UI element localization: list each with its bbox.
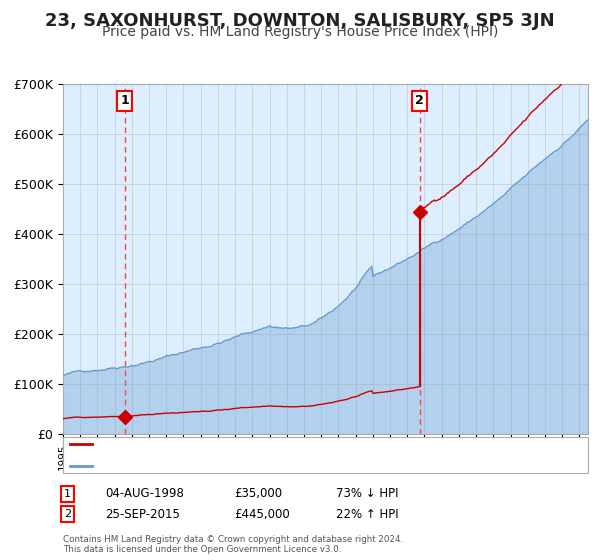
Text: 25-SEP-2015: 25-SEP-2015 <box>105 507 180 521</box>
Text: 04-AUG-1998: 04-AUG-1998 <box>105 487 184 501</box>
Text: 2: 2 <box>415 95 424 108</box>
Text: £35,000: £35,000 <box>234 487 282 501</box>
Text: 23, SAXONHURST, DOWNTON, SALISBURY, SP5 3JN (detached house): 23, SAXONHURST, DOWNTON, SALISBURY, SP5 … <box>96 439 456 449</box>
Text: Contains HM Land Registry data © Crown copyright and database right 2024.
This d: Contains HM Land Registry data © Crown c… <box>63 535 403 554</box>
Text: HPI: Average price, detached house, Wiltshire: HPI: Average price, detached house, Wilt… <box>96 461 335 471</box>
Text: 1: 1 <box>64 489 71 499</box>
Text: 73% ↓ HPI: 73% ↓ HPI <box>336 487 398 501</box>
Text: 23, SAXONHURST, DOWNTON, SALISBURY, SP5 3JN: 23, SAXONHURST, DOWNTON, SALISBURY, SP5 … <box>45 12 555 30</box>
Text: 2: 2 <box>64 509 71 519</box>
Text: Price paid vs. HM Land Registry's House Price Index (HPI): Price paid vs. HM Land Registry's House … <box>102 25 498 39</box>
Text: 1: 1 <box>120 95 129 108</box>
Text: 22% ↑ HPI: 22% ↑ HPI <box>336 507 398 521</box>
Text: £445,000: £445,000 <box>234 507 290 521</box>
